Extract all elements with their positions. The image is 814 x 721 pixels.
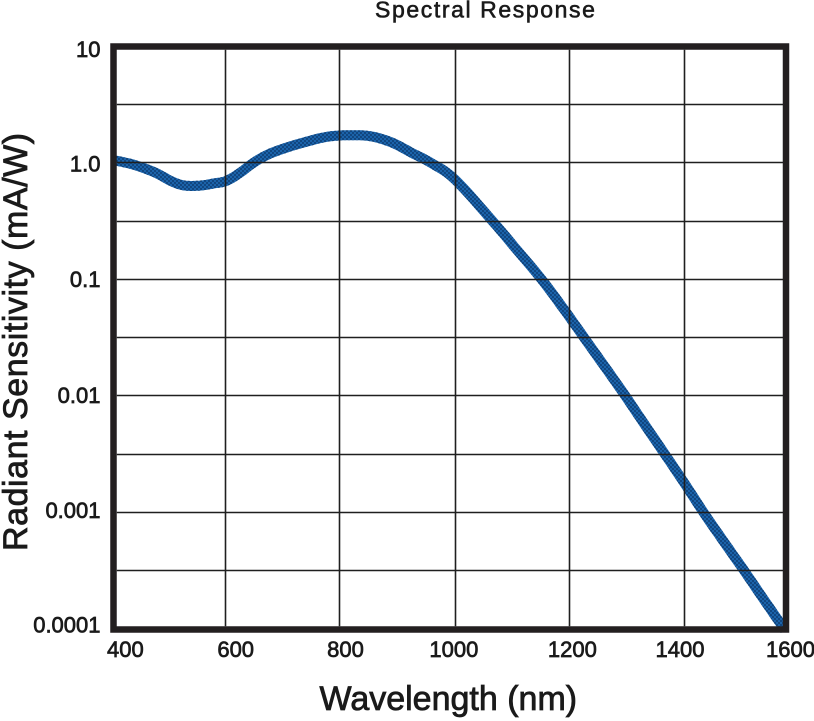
svg-text:0.001: 0.001 <box>45 498 100 523</box>
svg-text:Spectral Response: Spectral Response <box>375 0 597 23</box>
svg-text:1400: 1400 <box>656 637 705 662</box>
svg-text:10: 10 <box>76 37 100 62</box>
svg-text:Wavelength (nm): Wavelength (nm) <box>319 680 577 718</box>
svg-text:0.0001: 0.0001 <box>33 613 100 638</box>
svg-text:1200: 1200 <box>548 637 597 662</box>
svg-text:0.01: 0.01 <box>58 383 101 408</box>
svg-text:Radiant Sensitivity (mA/W): Radiant Sensitivity (mA/W) <box>0 132 35 551</box>
svg-text:800: 800 <box>327 637 364 662</box>
svg-text:1.0: 1.0 <box>70 152 101 177</box>
svg-text:400: 400 <box>107 637 144 662</box>
svg-text:1600: 1600 <box>766 637 814 662</box>
svg-text:600: 600 <box>217 637 254 662</box>
svg-text:0.1: 0.1 <box>70 267 101 292</box>
svg-text:1000: 1000 <box>429 637 478 662</box>
